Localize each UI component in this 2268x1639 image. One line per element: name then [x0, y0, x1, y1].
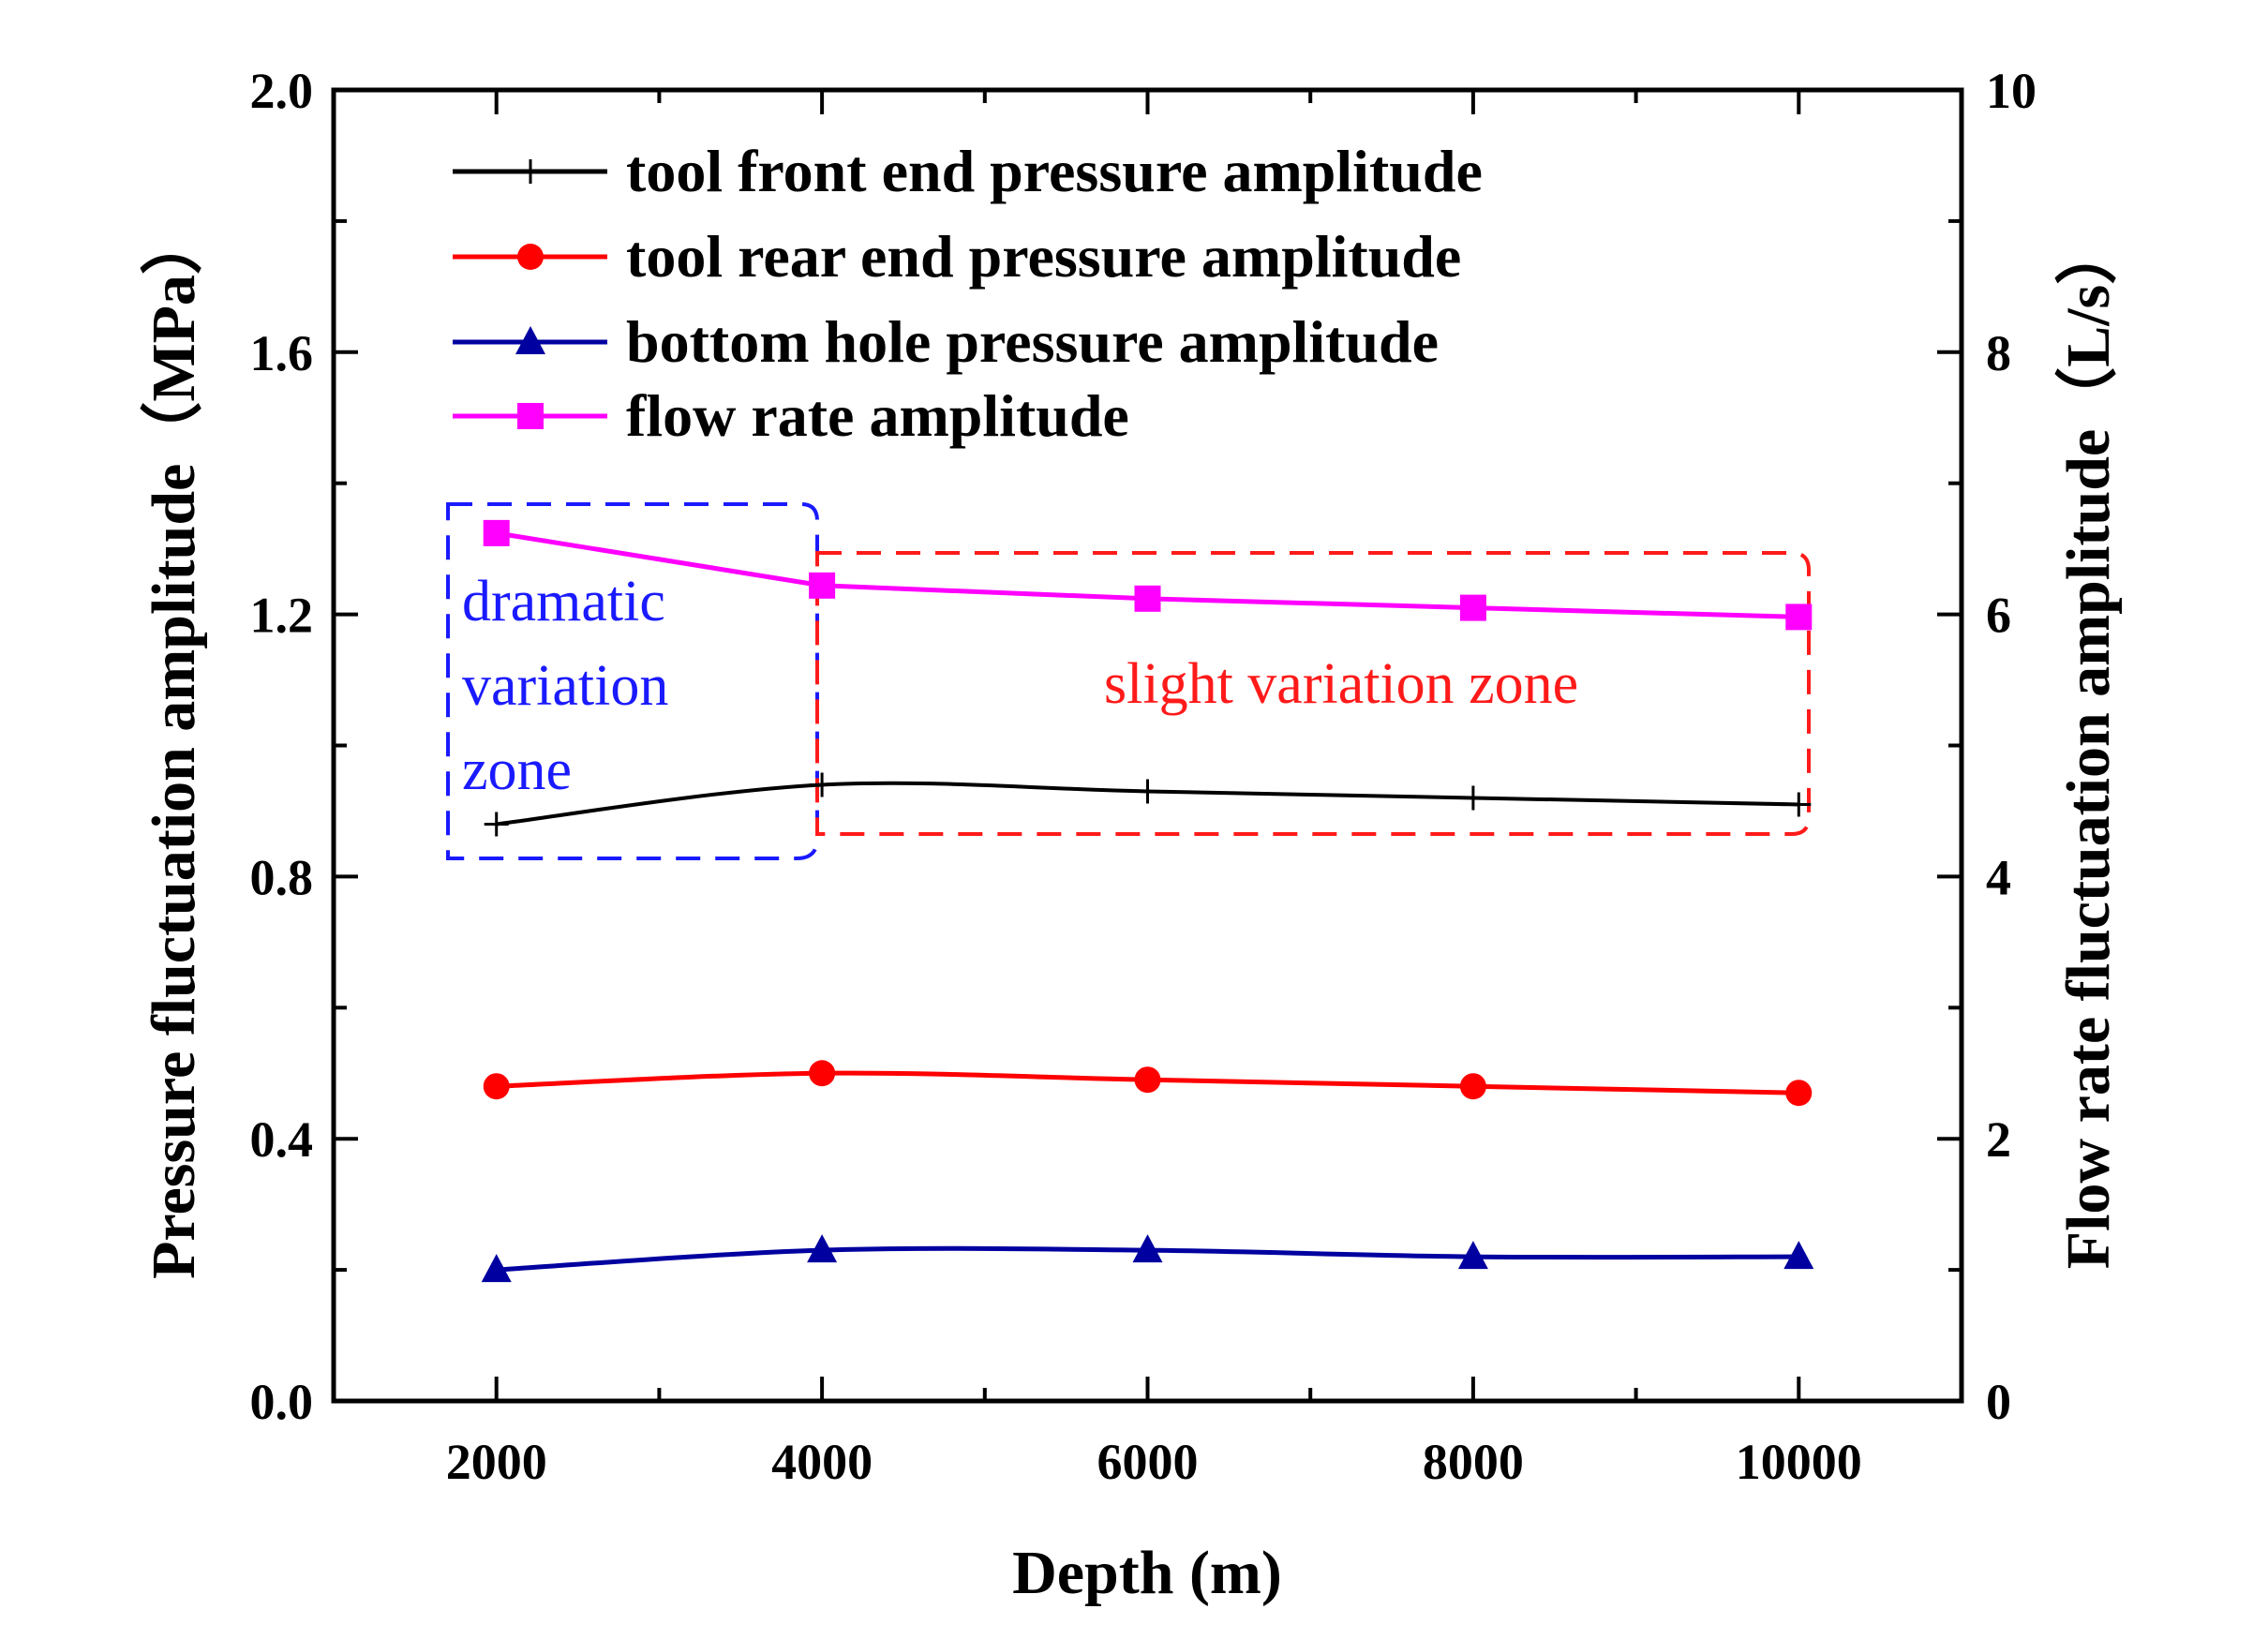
data-point: [483, 519, 510, 546]
data-point: [1134, 1066, 1161, 1094]
data-point: [1134, 585, 1161, 612]
data-point: [810, 772, 835, 797]
series-layer: [481, 519, 1814, 1283]
series-square: [483, 519, 1813, 631]
legend-entry: bottom hole pressure amplitude: [453, 308, 1439, 375]
axis-ticks: 2000 4000 6000 8000 10000 0.0 0.4 0.8 1.2 1.6 2.0 0…: [250, 63, 2037, 1490]
data-point: [1459, 594, 1486, 621]
data-point: [1785, 1080, 1813, 1107]
legend-label: tool rear end pressure amplitude: [626, 223, 1461, 290]
data-point: [1135, 779, 1160, 804]
x-tick-label: 8000: [1423, 1434, 1524, 1490]
series-circle: [483, 1060, 1813, 1107]
dramatic-zone-label-1: dramatic: [462, 570, 665, 633]
dramatic-zone-label-3: zone: [462, 738, 572, 802]
y2-tick-label: 0: [1986, 1374, 2011, 1430]
x-tick-label: 4000: [771, 1434, 873, 1490]
data-point: [1459, 1073, 1486, 1100]
series-triangle: [481, 1234, 1814, 1283]
data-point: [481, 1254, 512, 1283]
data-point: [1460, 785, 1485, 811]
dramatic-variation-zone-box: [446, 502, 819, 860]
legend: tool front end pressure amplitude tool re…: [453, 138, 1483, 449]
y-tick-label: 2.0: [250, 63, 314, 119]
y2-tick-label: 6: [1986, 588, 2011, 644]
legend-label: bottom hole pressure amplitude: [626, 308, 1439, 375]
y-tick-label: 0.8: [250, 849, 314, 905]
legend-entry: tool front end pressure amplitude: [453, 138, 1483, 204]
data-point: [484, 812, 509, 837]
x-tick-label: 10000: [1736, 1434, 1862, 1490]
data-point: [809, 572, 836, 599]
data-point: [809, 1060, 836, 1087]
y-tick-label: 0.0: [250, 1374, 314, 1430]
data-point: [483, 1073, 510, 1100]
y2-tick-label: 4: [1986, 849, 2011, 905]
x-tick-label: 2000: [446, 1434, 547, 1490]
series-plus: [484, 772, 1812, 837]
data-point: [1132, 1234, 1163, 1263]
y2-axis-label: Flow rate fluctuation amplitude（L/s）: [2053, 223, 2123, 1270]
legend-marker: [515, 326, 545, 354]
slight-zone-label: slight variation zone: [1104, 652, 1578, 716]
data-point: [1783, 1241, 1814, 1270]
y-tick-label: 1.2: [250, 588, 314, 644]
legend-marker: [518, 159, 543, 184]
slight-variation-zone-box: [815, 551, 1811, 836]
y-tick-label: 1.6: [250, 325, 314, 381]
y2-tick-label: 2: [1986, 1111, 2011, 1168]
legend-marker: [517, 403, 544, 429]
legend-marker: [517, 244, 544, 270]
data-point: [1786, 792, 1812, 817]
y2-tick-label: 8: [1986, 325, 2011, 381]
x-tick-label: 6000: [1097, 1434, 1199, 1490]
legend-entry: tool rear end pressure amplitude: [453, 223, 1461, 290]
data-point: [1785, 603, 1813, 631]
y-axis-label: Pressure fluctuation amplitude（MPa）: [139, 213, 208, 1279]
legend-label: tool front end pressure amplitude: [626, 138, 1483, 204]
y2-tick-label: 10: [1986, 63, 2037, 119]
legend-entry: flow rate amplitude: [453, 382, 1129, 449]
data-point: [1457, 1241, 1488, 1270]
y-tick-label: 0.4: [250, 1111, 314, 1168]
data-point: [807, 1234, 838, 1263]
dramatic-zone-label-2: variation: [462, 654, 668, 718]
x-axis-label: Depth (m): [1012, 1539, 1282, 1607]
legend-label: flow rate amplitude: [626, 382, 1129, 449]
annotation-zones: dramatic variation zone slight variation…: [446, 502, 1811, 860]
